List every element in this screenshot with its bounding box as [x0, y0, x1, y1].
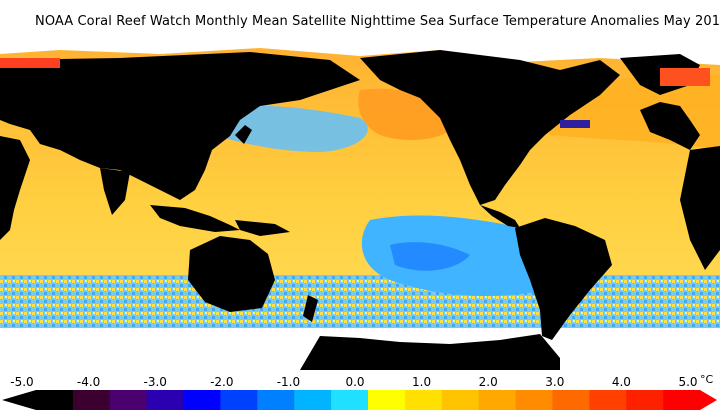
- land-india: [100, 168, 130, 215]
- land-indonesia: [150, 205, 240, 232]
- colorbar-cell: [589, 390, 627, 410]
- colorbar-tick-label: 1.0: [412, 375, 431, 389]
- colorbar-cell: [36, 390, 74, 410]
- colorbar-cell: [146, 390, 185, 410]
- colorbar-tick-label: 0.0: [345, 375, 364, 389]
- colorbar-tick-label: -5.0: [10, 375, 33, 389]
- land-central-america: [480, 205, 520, 228]
- colorbar-cell: [72, 390, 111, 410]
- colorbar-cell: [183, 390, 221, 410]
- colorbar-cell: [257, 390, 295, 410]
- colorbar-tick-label: 2.0: [479, 375, 498, 389]
- arctic-ice: [0, 40, 720, 65]
- colorbar-cell: [663, 390, 701, 410]
- colorbar-cell: [109, 390, 148, 410]
- land-new-guinea: [235, 220, 290, 236]
- colorbar-cell: [294, 390, 332, 410]
- colorbar-tick-label: 3.0: [545, 375, 564, 389]
- colorbar-tick-label: 4.0: [612, 375, 631, 389]
- colorbar-cell: [552, 390, 590, 410]
- colorbar-arrow-right: [700, 390, 717, 410]
- east-pacific-cool-core: [390, 242, 470, 271]
- colorbar-tick-label: -2.0: [210, 375, 233, 389]
- sst-anomaly-map: [0, 40, 720, 370]
- map-title: NOAA Coral Reef Watch Monthly Mean Satel…: [35, 14, 720, 29]
- colorbar-cell: [368, 390, 406, 410]
- title-bar: NOAA Coral Reef Watch Monthly Mean Satel…: [0, 0, 720, 40]
- southern-ocean-band: [0, 275, 720, 330]
- colorbar-unit: °C: [700, 373, 714, 386]
- land-australia: [188, 236, 275, 312]
- colorbar-arrow-left: [2, 390, 36, 410]
- land-africa: [0, 136, 30, 240]
- colorbar-tick-label: -4.0: [77, 375, 100, 389]
- colorbar-tick-label: -1.0: [277, 375, 300, 389]
- hotspot-north-atlantic: [660, 68, 710, 86]
- antarctica-land: [300, 334, 560, 370]
- land-south-america: [515, 218, 612, 340]
- colorbar-cell: [515, 390, 553, 410]
- hotspot-northwest: [0, 58, 60, 68]
- colorbar-cell: [626, 390, 664, 410]
- colorbar-cell: [478, 390, 517, 410]
- colorbar-tick-labels: -5.0 -4.0 -3.0 -2.0 -1.0 0.0 1.0 2.0 3.0 4.0 5.0 °C: [10, 373, 713, 389]
- colorbar-cell: [331, 390, 369, 410]
- land-eurasia: [0, 52, 360, 200]
- colorbar-cell: [220, 390, 258, 410]
- colorbar: -5.0 -4.0 -3.0 -2.0 -1.0 0.0 1.0 2.0 3.0 4.0 5.0 °C: [2, 373, 717, 410]
- land-japan: [235, 125, 252, 144]
- colorbar-cell: [441, 390, 480, 410]
- colorbar-cell: [404, 390, 443, 410]
- land-europe-west: [640, 102, 700, 150]
- land-new-zealand: [303, 295, 318, 322]
- land-africa-east: [680, 146, 720, 270]
- colorbar-tick-label: -3.0: [143, 375, 166, 389]
- land-north-america: [360, 50, 620, 205]
- colorbar-cells: [2, 390, 717, 410]
- cool-spot-gulf-stream: [560, 120, 590, 128]
- colorbar-tick-label: 5.0: [678, 375, 697, 389]
